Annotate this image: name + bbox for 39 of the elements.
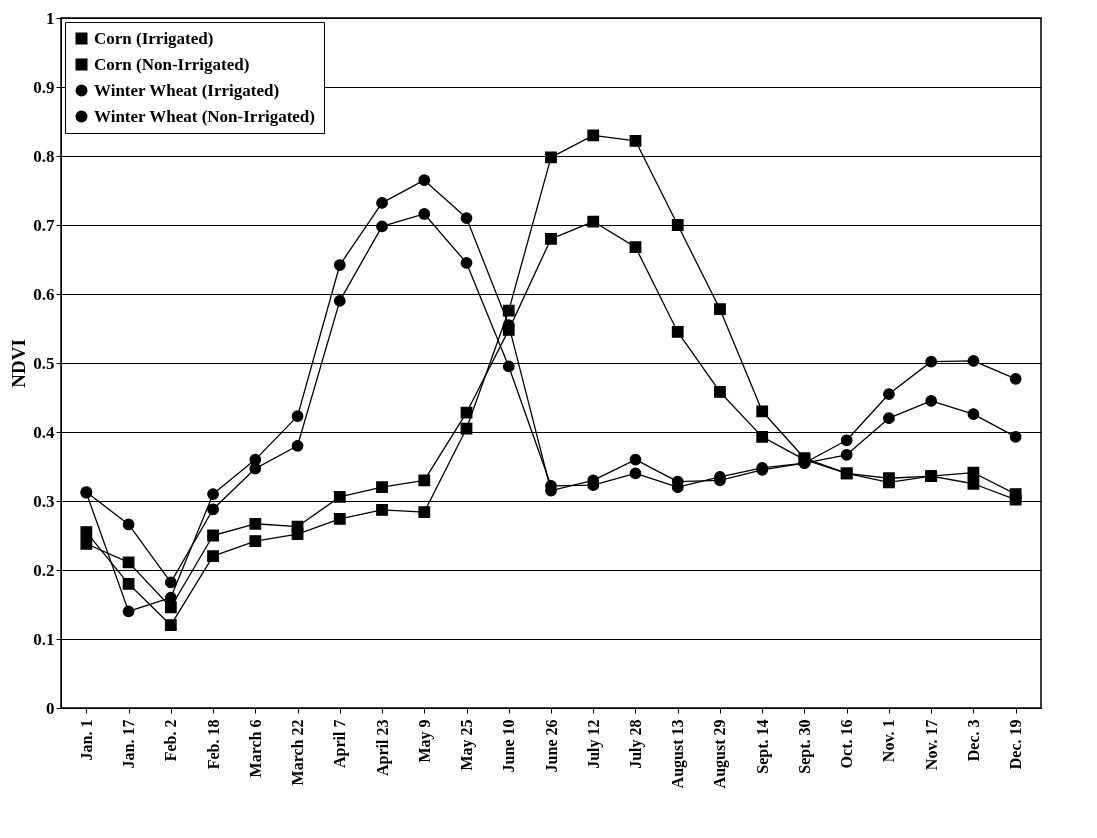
x-tick-label: Feb. 18 [204, 719, 222, 770]
x-tick-label: Oct. 16 [838, 719, 856, 769]
x-tick-label: August 13 [669, 719, 688, 789]
legend-label: Corn (Irrigated) [94, 28, 214, 48]
x-tick-label: Sept. 14 [753, 719, 772, 774]
y-tick-label: 0.8 [33, 146, 55, 166]
y-tick-label: 0.7 [33, 215, 55, 235]
y-tick-label: 0.5 [33, 353, 55, 373]
y-tick-label: 0.1 [33, 629, 55, 649]
x-tick-label: March 6 [246, 719, 264, 778]
x-tick-label: Jan. 1 [77, 719, 95, 761]
y-tick-label: 1 [46, 8, 55, 28]
legend-label: Winter Wheat (Irrigated) [94, 80, 280, 100]
y-tick-label: 0.6 [33, 284, 55, 304]
x-tick-label: Nov. 17 [922, 719, 940, 771]
x-tick-label: August 29 [711, 719, 730, 789]
x-tick-label: April 23 [373, 719, 392, 776]
x-tick-label: May 25 [458, 719, 477, 771]
x-tick-label: June 10 [500, 719, 518, 773]
x-tick-label: Nov. 1 [880, 719, 898, 763]
y-tick-label: 0.3 [33, 491, 55, 511]
y-tick-label: 0.4 [33, 422, 55, 442]
x-tick-label: Dec. 19 [1007, 719, 1025, 770]
y-tick-label: 0.9 [33, 77, 55, 97]
x-tick-label: Dec. 3 [964, 719, 982, 762]
x-tick-label: April 7 [331, 719, 350, 768]
legend-label: Winter Wheat (Non-Irrigated) [94, 106, 315, 126]
x-tick-label: July 28 [626, 719, 645, 769]
x-tick-label: Jan. 17 [120, 719, 138, 769]
y-tick-label: 0.2 [33, 560, 55, 580]
x-tick-label: Sept. 30 [795, 719, 814, 774]
legend-label: Corn (Non-Irrigated) [94, 54, 250, 74]
y-axis-title: NDVI [8, 339, 30, 388]
y-tick-label: 0 [46, 698, 55, 718]
x-tick-label: May 9 [415, 719, 434, 763]
x-tick-label: July 12 [584, 719, 603, 769]
x-tick-label: June 26 [542, 719, 560, 773]
x-tick-label: March 22 [289, 719, 307, 786]
x-tick-label: Feb. 2 [162, 719, 180, 762]
